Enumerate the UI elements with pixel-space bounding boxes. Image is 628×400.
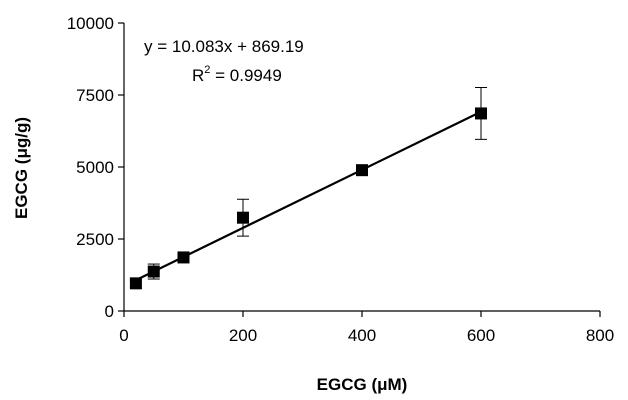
- y-tick-label: 10000: [67, 14, 114, 33]
- data-point-marker: [129, 277, 142, 290]
- x-tick-label: 0: [119, 326, 128, 345]
- data-point-marker: [177, 251, 190, 264]
- data-point-marker: [237, 211, 249, 224]
- y-axis-title: EGCG (μg/g): [12, 117, 31, 219]
- x-tick-label: 200: [229, 326, 257, 345]
- r-squared-label: R2 = 0.9949: [192, 64, 282, 85]
- x-tick-label: 400: [348, 326, 376, 345]
- ticks: 0 2500 5000 7500 10000 0 200 400 600 800: [67, 14, 614, 345]
- trendline-group: [135, 110, 482, 282]
- data-point-marker: [356, 164, 368, 177]
- data-point-marker: [475, 107, 487, 120]
- x-tick-label: 600: [467, 326, 495, 345]
- trendline-equation: y = 10.083x + 869.19: [144, 37, 304, 56]
- data-point-marker: [147, 265, 160, 278]
- r-squared-superscript: 2: [204, 64, 210, 76]
- x-tick-label: 800: [586, 326, 614, 345]
- y-tick-label: 7500: [76, 86, 114, 105]
- trendline: [135, 110, 482, 282]
- r-squared-prefix: R: [192, 66, 204, 85]
- data-markers: [129, 107, 487, 290]
- y-tick-label: 0: [105, 302, 114, 321]
- y-tick-label: 5000: [76, 158, 114, 177]
- r-squared-value: = 0.9949: [210, 66, 281, 85]
- y-tick-label: 2500: [76, 230, 114, 249]
- x-axis-title: EGCG (μM): [317, 375, 408, 394]
